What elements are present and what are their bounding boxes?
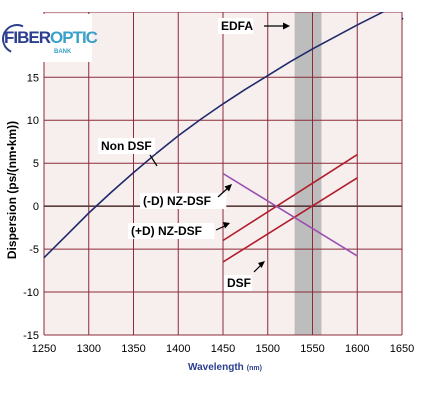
edfa-arrow-head (283, 22, 290, 30)
pos-d-nzdsf-label-bg (128, 223, 215, 239)
x-tick-label: 1300 (77, 343, 101, 355)
edfa-label: EDFA (221, 19, 253, 33)
y-tick-label: 5 (33, 158, 39, 170)
y-tick-label: -15 (23, 330, 39, 342)
x-tick-label: 1600 (345, 343, 369, 355)
neg-d-nzdsf-label-bg (140, 193, 227, 209)
nondsf-line-end (401, 17, 404, 20)
edfa-band (294, 12, 322, 335)
x-tick-label: 1550 (300, 343, 324, 355)
nondsf-label-bg (98, 138, 156, 154)
pos-d-nzdsf-line (222, 177, 358, 263)
logo-subtitle: BANK (54, 49, 72, 55)
dsf-label: DSF (227, 276, 251, 290)
y-axis-title: Dispersion (ps/(nm•km)) (5, 121, 19, 259)
neg-d-arrow-head (224, 184, 232, 192)
y-tick-label: 0 (33, 201, 39, 213)
y-tick-label: -5 (29, 244, 39, 256)
plot-right-mask (403, 0, 431, 337)
x-tick-label: 1450 (211, 343, 235, 355)
nondsf-label: Non DSF (101, 139, 152, 153)
pos-d-nzdsf-label: (+D) NZ-DSF (131, 224, 202, 238)
nondsf-pointer (149, 154, 158, 167)
x-axis-unit: (nm) (247, 365, 262, 372)
dsf-label-bg (224, 275, 252, 291)
plot-top-mask (43, 0, 431, 12)
neg-d-nzdsf-line (222, 153, 358, 242)
edfa-label-bg (218, 18, 254, 34)
fiberoptic-bank-logo: FIBEROPTIC BANK (0, 14, 98, 62)
pos-d-arrow-head (223, 222, 230, 229)
x-tick-label: 1350 (121, 343, 145, 355)
x-axis-title: Wavelength (nm) (188, 362, 262, 373)
x-tick-label: 1650 (390, 343, 414, 355)
x-tick-label: 1250 (32, 343, 56, 355)
neg-d-nzdsf-label: (-D) NZ-DSF (143, 194, 211, 208)
dsf-line (222, 172, 358, 257)
x-tick-label: 1400 (166, 343, 190, 355)
y-tick-label: -10 (23, 287, 39, 299)
nondsf-line (43, 1, 403, 259)
logo-wordmark: FIBEROPTIC (4, 28, 98, 47)
y-tick-label: 15 (27, 72, 39, 84)
x-tick-label: 1500 (256, 343, 280, 355)
dsf-arrow-head (258, 261, 265, 268)
y-tick-label: 10 (27, 115, 39, 127)
